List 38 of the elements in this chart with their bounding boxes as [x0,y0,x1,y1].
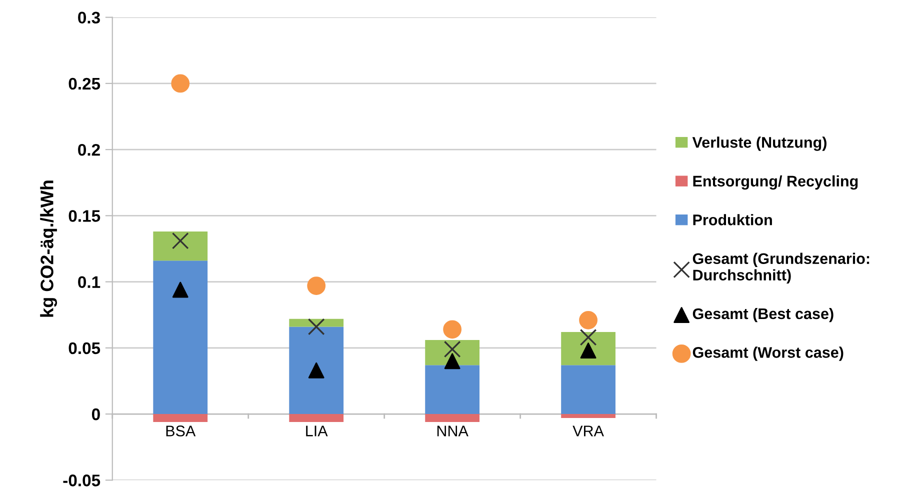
x-tick-label: NNA [437,426,468,436]
x-tick-label: LIA [306,426,328,436]
y-tick-label: 0.15 [68,210,100,222]
bar [425,414,480,422]
point [307,276,326,295]
y-tick-label: 0 [92,408,100,420]
bar [561,414,616,418]
point [444,353,460,370]
point [443,320,462,339]
legend-label: Entsorgung/ Recycling [693,175,858,190]
y-tick-label: -0.05 [63,474,100,486]
bar [561,365,616,414]
y-tick-label: 0.25 [68,78,100,90]
legend-label: Gesamt (Best case) [692,308,834,322]
y-tick-label: 0.05 [68,342,100,354]
point [580,328,597,346]
bar [289,318,344,327]
legend-label: Gesamt (Worst case) [692,346,844,361]
y-tick-label: 0.2 [78,144,100,156]
y-axis-title: kg CO2-äq./kWh [40,180,58,317]
bar [153,260,208,414]
x-tick-label: BSA [166,426,196,436]
y-tick-label: 0.1 [78,276,100,288]
x-tick-label: VRA [572,426,604,436]
point [308,318,325,336]
point [579,310,598,330]
bar [289,414,344,422]
legend-label: Verluste (Nutzung) [692,136,826,151]
bar [153,414,208,422]
point [171,74,190,93]
point [172,282,188,298]
point [308,362,324,378]
bar [289,326,344,414]
y-tick-label: 0.3 [78,12,100,24]
legend-label: Gesamt (Grundszenario: Durchschnitt) [692,252,870,284]
bar [153,232,208,261]
bar [425,365,480,414]
legend-label: Produktion [693,214,772,226]
